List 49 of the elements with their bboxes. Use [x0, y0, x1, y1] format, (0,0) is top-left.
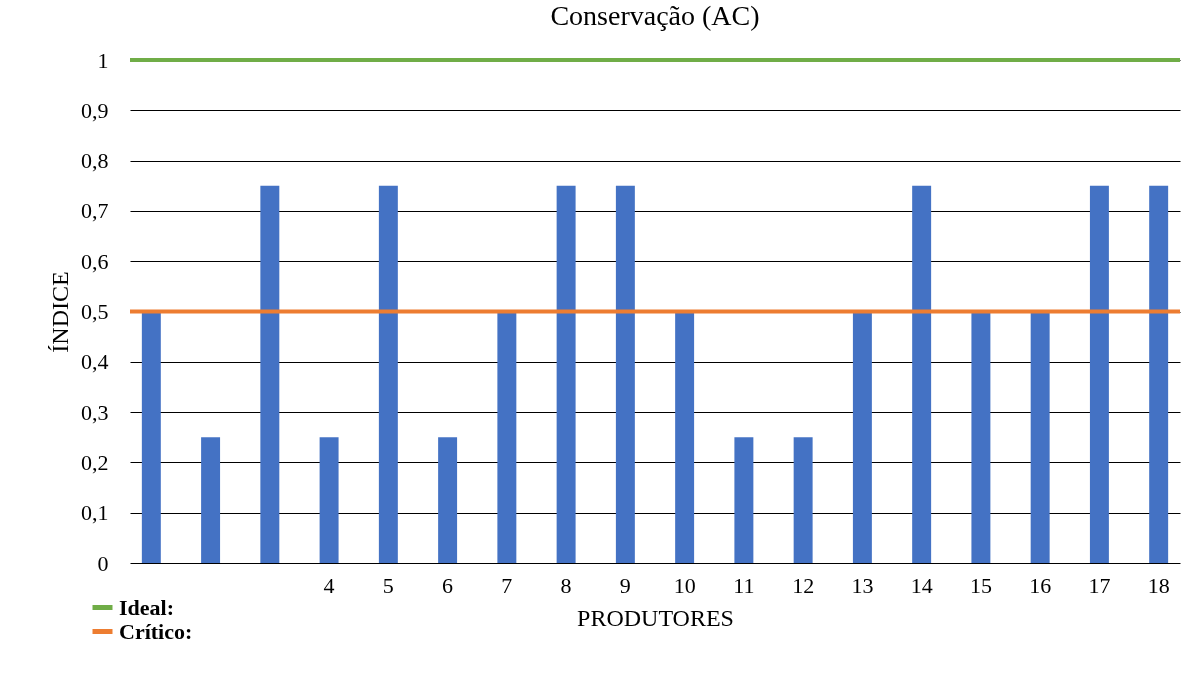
bar: [912, 185, 932, 563]
legend-label: Crítico:: [119, 618, 193, 644]
bar: [793, 437, 813, 563]
bar: [615, 185, 635, 563]
y-tick-label: 0,5: [81, 299, 109, 324]
bar: [260, 185, 280, 563]
y-tick-label: 0,3: [81, 399, 109, 425]
bar: [852, 311, 872, 563]
y-tick-label: 0,9: [81, 97, 109, 123]
x-tick-label: 10: [673, 572, 696, 598]
bar: [378, 185, 398, 563]
bar: [1149, 185, 1169, 563]
x-tick-label: 17: [1088, 572, 1111, 598]
x-tick-label: 6: [442, 572, 454, 598]
bar: [141, 311, 161, 563]
x-tick-label: 4: [323, 572, 335, 598]
bar: [319, 437, 339, 563]
x-axis-title: PRODUTORES: [577, 604, 734, 631]
bar: [1030, 311, 1050, 563]
bar: [201, 437, 221, 563]
y-tick-label: 0,7: [81, 198, 109, 224]
x-tick-label: 18: [1147, 572, 1170, 598]
bar: [497, 311, 517, 563]
bar: [438, 437, 458, 563]
x-tick-label: 14: [910, 572, 933, 598]
y-tick-label: 0,6: [81, 248, 109, 274]
y-axis-title: ÍNDICE: [47, 271, 73, 353]
y-tick-label: 0,8: [81, 148, 109, 174]
bar: [734, 437, 754, 563]
chart-title: Conservação (AC): [550, 0, 760, 31]
bar: [556, 185, 576, 563]
x-tick-label: 13: [851, 572, 874, 598]
x-tick-label: 11: [733, 572, 755, 598]
y-tick-label: 0,4: [81, 349, 109, 375]
x-tick-label: 15: [969, 572, 992, 598]
y-tick-label: 0,1: [81, 500, 109, 526]
y-tick-label: 0,2: [81, 449, 109, 475]
x-tick-label: 12: [792, 572, 815, 598]
y-tick-label: 1: [97, 47, 109, 73]
x-tick-label: 8: [560, 572, 572, 598]
bar: [1089, 185, 1109, 563]
bar: [675, 311, 695, 563]
x-tick-label: 9: [619, 572, 631, 598]
y-tick-label: 0: [97, 550, 109, 576]
x-tick-label: 16: [1029, 572, 1052, 598]
x-tick-label: 5: [382, 572, 394, 598]
legend-label: Ideal:: [119, 594, 174, 620]
x-tick-label: 7: [501, 572, 513, 598]
bar: [971, 311, 991, 563]
